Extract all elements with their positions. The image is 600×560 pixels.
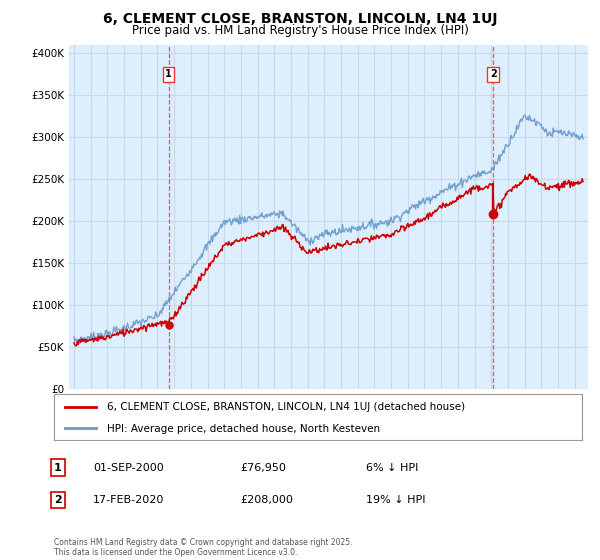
Text: Contains HM Land Registry data © Crown copyright and database right 2025.
This d: Contains HM Land Registry data © Crown c… [54,538,353,557]
Text: £208,000: £208,000 [240,495,293,505]
Text: 1: 1 [54,463,62,473]
Text: HPI: Average price, detached house, North Kesteven: HPI: Average price, detached house, Nort… [107,424,380,434]
Text: 6, CLEMENT CLOSE, BRANSTON, LINCOLN, LN4 1UJ: 6, CLEMENT CLOSE, BRANSTON, LINCOLN, LN4… [103,12,497,26]
Text: 01-SEP-2000: 01-SEP-2000 [93,463,164,473]
Text: 1: 1 [165,69,172,79]
Text: Price paid vs. HM Land Registry's House Price Index (HPI): Price paid vs. HM Land Registry's House … [131,24,469,36]
Text: 2: 2 [54,495,62,505]
Text: 6, CLEMENT CLOSE, BRANSTON, LINCOLN, LN4 1UJ (detached house): 6, CLEMENT CLOSE, BRANSTON, LINCOLN, LN4… [107,403,465,413]
Text: 19% ↓ HPI: 19% ↓ HPI [366,495,425,505]
Text: 6% ↓ HPI: 6% ↓ HPI [366,463,418,473]
Text: 17-FEB-2020: 17-FEB-2020 [93,495,164,505]
Text: £76,950: £76,950 [240,463,286,473]
Text: 2: 2 [490,69,497,79]
